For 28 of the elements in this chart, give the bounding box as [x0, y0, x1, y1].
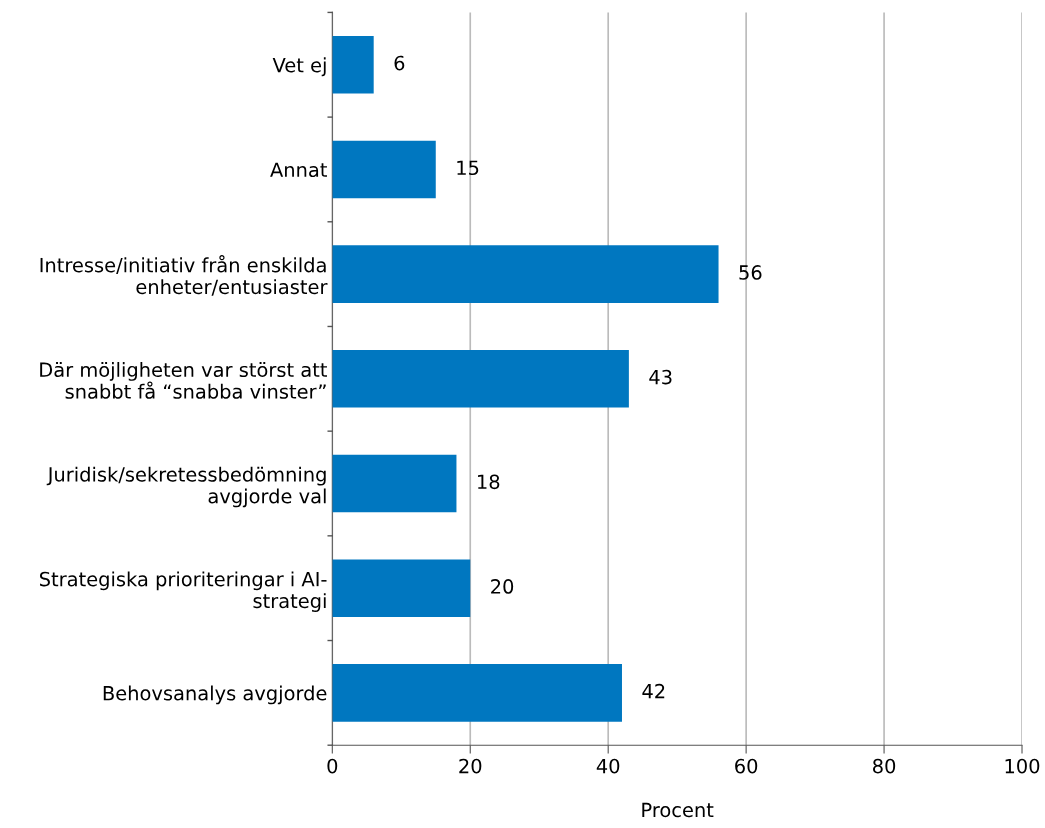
data-label: 6 — [394, 55, 405, 71]
y-tick-label: Strategiska prioriteringar i AI- strategi — [39, 571, 327, 612]
data-label: 56 — [739, 265, 762, 280]
x-tick-label: 80 — [873, 758, 896, 774]
y-tick-label: Intresse/initiativ från enskilda enheter/entusiaster — [40, 255, 328, 296]
x-axis-title: Procent — [642, 802, 714, 818]
data-label: 15 — [457, 160, 479, 176]
y-tick-label: Juridisk/sekretessbedömning avgjorde val — [46, 466, 326, 508]
bar — [332, 454, 457, 513]
bar — [332, 559, 471, 617]
bar — [332, 350, 629, 408]
y-tick-label: Vet ej — [272, 57, 326, 77]
data-label: 43 — [649, 369, 672, 385]
x-tick-label: 0 — [327, 758, 338, 774]
y-tick-label: Behovsanalys avgjorde — [103, 685, 327, 705]
x-tick-label: 40 — [596, 758, 620, 774]
bar — [332, 140, 436, 199]
x-tick-label: 60 — [735, 758, 758, 774]
bar — [332, 245, 719, 303]
bar — [332, 35, 374, 94]
x-tick-label: 100 — [1005, 758, 1040, 774]
bar — [332, 664, 622, 722]
data-label: 20 — [491, 579, 514, 594]
data-label: 42 — [642, 683, 665, 699]
x-tick-label: 20 — [459, 758, 482, 774]
data-label: 18 — [478, 474, 500, 490]
y-tick-label: Annat — [270, 162, 327, 178]
y-tick-label: Där möjligheten var störst att snabbt få “snabba vinster” — [40, 362, 327, 399]
